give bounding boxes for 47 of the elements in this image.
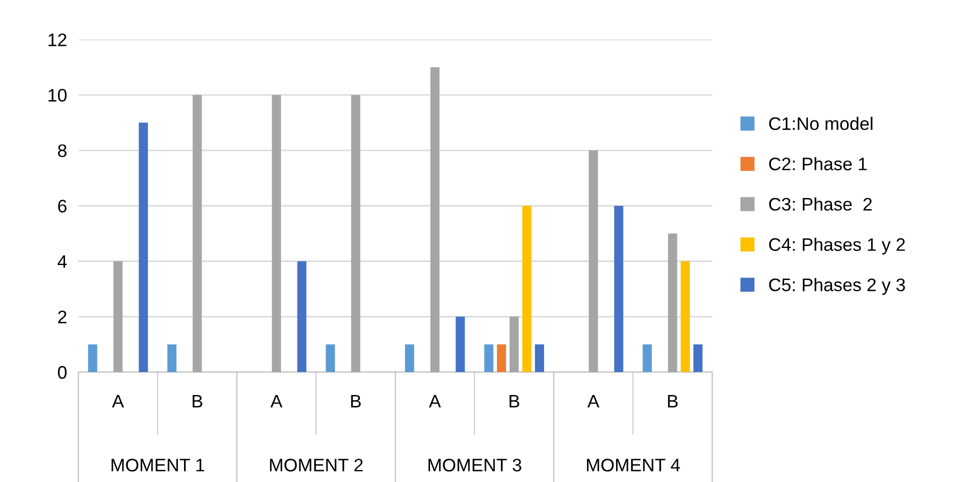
bar: [614, 206, 624, 372]
bar: [351, 94, 360, 372]
bar: [88, 344, 98, 372]
bar: [297, 261, 306, 372]
x-tick-label: B: [668, 394, 678, 408]
bar: [693, 344, 703, 372]
y-tick-label: 2: [58, 310, 66, 324]
x-tick-label: B: [192, 394, 202, 408]
bar: [456, 316, 465, 372]
y-tick-label: 4: [58, 255, 67, 268]
bar: [113, 261, 123, 372]
legend-label: C4: Phases 1 y 2: [769, 238, 905, 255]
text: MOMENT 4: [586, 458, 680, 472]
bar: [522, 206, 532, 372]
text: MOMENT 2: [270, 458, 363, 472]
bar: [642, 344, 652, 372]
bar: [534, 344, 544, 372]
x-tick-label: A: [587, 394, 600, 408]
bar: [405, 344, 414, 372]
legend-label: C1:No model: [769, 116, 872, 130]
text: MOMENT 1: [112, 458, 204, 472]
bar: [510, 316, 519, 372]
legend-label: C5: Phases 2 y 3: [769, 278, 905, 295]
bar: [192, 94, 202, 372]
x-tick-label: A: [428, 394, 441, 408]
legend-label: C3: Phase 2: [769, 197, 872, 211]
y-tick-label: 10: [48, 88, 67, 102]
x-tick-label: B: [510, 394, 520, 408]
x-tick-label: A: [112, 394, 124, 408]
bar: [138, 122, 148, 372]
text: MOMENT 3: [428, 458, 522, 472]
bar: [167, 344, 176, 372]
legend-label: C2: Phase 1: [769, 157, 867, 170]
y-tick-label: 6: [58, 200, 66, 213]
x-tick-label: A: [270, 394, 282, 408]
bar: [668, 234, 678, 372]
bar: [588, 150, 598, 372]
bar: [272, 94, 282, 372]
y-tick-label: 0: [58, 366, 67, 379]
x-tick-label: B: [351, 394, 361, 408]
bar: [430, 67, 440, 372]
bar: [484, 344, 494, 372]
bar: [496, 344, 506, 372]
bar: [680, 261, 690, 372]
y-tick-label: 12: [48, 33, 66, 46]
y-tick-label: 8: [58, 144, 66, 158]
bar: [326, 344, 335, 372]
